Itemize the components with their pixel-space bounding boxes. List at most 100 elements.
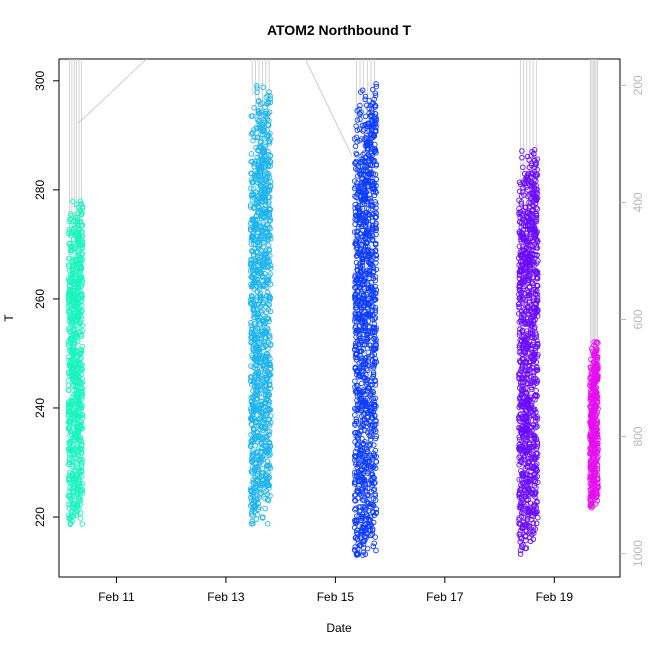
data-point (358, 171, 364, 178)
data-point (67, 328, 73, 335)
data-point (360, 504, 366, 510)
data-point (359, 511, 366, 517)
data-point (373, 205, 379, 211)
data-point (79, 446, 85, 452)
data-point (74, 339, 81, 345)
data-point (265, 111, 271, 117)
data-point (358, 339, 364, 346)
data-point (352, 453, 359, 459)
data-point (351, 229, 358, 235)
data-point (355, 436, 362, 442)
data-point (79, 228, 85, 235)
data-point (373, 162, 379, 169)
data-point (267, 452, 273, 458)
data-point (361, 172, 367, 179)
data-point (373, 81, 379, 87)
data-point (370, 395, 376, 402)
data-point (262, 111, 269, 117)
data-point (260, 282, 266, 289)
data-point (264, 233, 271, 239)
data-point (353, 419, 359, 425)
data-point (254, 200, 260, 207)
data-point (516, 205, 522, 212)
data-point (72, 410, 79, 416)
data-point (373, 83, 380, 90)
data-point (73, 370, 79, 377)
data-point (357, 111, 363, 118)
y2-tick-label: 600 (631, 309, 645, 329)
data-point (359, 368, 365, 375)
data-point (68, 247, 75, 253)
data-point (363, 468, 369, 475)
data-point (259, 445, 265, 452)
data-point (353, 550, 360, 557)
data-point (265, 353, 272, 360)
data-point (73, 331, 80, 338)
data-point (69, 271, 76, 278)
data-point (371, 480, 377, 487)
data-point (358, 478, 365, 484)
data-point (364, 301, 371, 308)
data-point (74, 390, 80, 397)
data-point (67, 211, 74, 217)
data-point (372, 241, 379, 248)
data-point (361, 302, 367, 309)
data-point (247, 204, 254, 210)
data-point (78, 283, 84, 289)
data-point (265, 420, 272, 427)
data-point (77, 198, 84, 204)
data-point (266, 462, 273, 468)
data-point (267, 362, 274, 369)
data-point (363, 535, 369, 541)
data-point (259, 198, 266, 205)
data-point (72, 245, 78, 252)
data-point (66, 291, 72, 298)
chart-title: ATOM2 Northbound T (267, 22, 412, 38)
data-point (255, 500, 262, 507)
data-point (248, 151, 255, 157)
data-point (369, 211, 375, 218)
data-point (371, 452, 378, 459)
data-point (79, 343, 85, 350)
data-point (265, 475, 271, 482)
data-point (70, 320, 76, 326)
data-point (75, 434, 82, 440)
data-point (67, 372, 73, 379)
data-point (366, 97, 372, 104)
data-point (370, 464, 376, 471)
data-point (266, 482, 272, 489)
data-point (68, 447, 74, 454)
data-point (373, 417, 379, 424)
data-point (261, 153, 268, 159)
data-point (354, 401, 361, 407)
data-point (359, 475, 366, 481)
data-point (359, 256, 365, 263)
data-point (268, 262, 274, 269)
data-point (256, 409, 263, 415)
data-point (352, 505, 359, 512)
data-point (253, 351, 259, 358)
data-point (248, 511, 255, 517)
data-point (363, 506, 369, 513)
data-point (267, 215, 273, 221)
data-point (359, 87, 366, 94)
data-point (355, 250, 361, 256)
data-point (371, 325, 378, 332)
data-point (363, 177, 370, 184)
data-point (249, 301, 255, 308)
y-tick-label: 260 (33, 289, 47, 309)
data-point (359, 315, 365, 321)
x-tick-label: Feb 13 (207, 590, 245, 604)
data-point (258, 490, 264, 497)
data-point (267, 281, 274, 287)
data-point (250, 280, 256, 287)
data-point (257, 101, 264, 107)
data-point (251, 104, 257, 111)
data-point (259, 515, 266, 521)
data-point (364, 228, 371, 234)
data-point (361, 159, 368, 165)
data-point (79, 240, 86, 246)
data-point (356, 271, 362, 278)
data-point (75, 399, 81, 405)
